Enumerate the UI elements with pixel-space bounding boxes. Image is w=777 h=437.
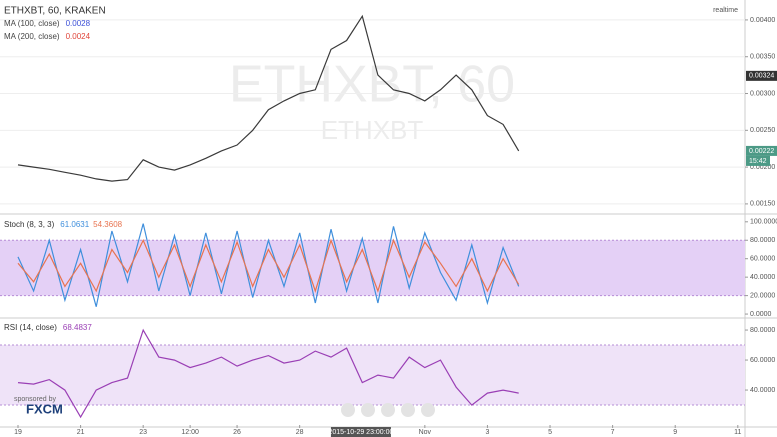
crosshair-box — [330, 427, 391, 437]
y-tick-label: 0.00150 — [750, 201, 775, 208]
y-tick-label: 40.0000 — [750, 387, 775, 394]
sponsor-caption: sponsored by — [14, 396, 57, 403]
reset-button[interactable] — [381, 403, 395, 417]
price-label: 0.00222 — [749, 148, 774, 155]
legend-name: MA (100, close) — [4, 19, 60, 28]
watermark: ETHXBT, 60 — [229, 56, 515, 114]
x-tick-label: 21 — [77, 429, 85, 436]
zoom-out-button[interactable] — [361, 403, 375, 417]
band — [0, 345, 745, 406]
y-tick-label: 0.00400 — [750, 17, 775, 24]
x-tick-label: 12:00 — [181, 429, 199, 436]
legend-value: 54.3608 — [93, 220, 122, 229]
panel-title: ETHXBT, 60, KRAKEN — [4, 6, 106, 17]
series-line — [17, 328, 519, 419]
scroll-left-button[interactable] — [341, 403, 355, 417]
price-label-box — [746, 145, 777, 156]
price-label-box — [746, 70, 777, 81]
legend-value: 68.4837 — [63, 323, 92, 332]
scroll-right-button[interactable] — [421, 403, 435, 417]
legend-value: 0.0024 — [66, 32, 91, 41]
y-tick-label: 60.0000 — [750, 256, 775, 263]
legend-name: MA (200, close) — [4, 32, 60, 41]
panel-title: Stoch (8, 3, 3) — [4, 220, 55, 229]
x-tick-label: 5 — [548, 429, 552, 436]
y-tick-label: 0.00250 — [750, 127, 775, 134]
series-line — [17, 14, 520, 182]
crosshair-label: 2015-10-29 23:00:00 — [328, 429, 393, 436]
x-tick-label: Nov — [419, 429, 432, 436]
x-tick-label: 9 — [673, 429, 677, 436]
x-tick-label: 28 — [296, 429, 304, 436]
x-tick-label: 19 — [14, 429, 22, 436]
y-tick-label: 60.0000 — [750, 357, 775, 364]
y-tick-label: 0.00200 — [750, 164, 775, 171]
y-tick-label: 40.0000 — [750, 274, 775, 281]
status: realtime — [713, 7, 738, 14]
legend-value: 0.0028 — [66, 19, 91, 28]
legend-value: 61.0631 — [60, 220, 89, 229]
y-tick-label: 80.0000 — [750, 237, 775, 244]
x-tick-label: 23 — [139, 429, 147, 436]
y-tick-label: 80.0000 — [750, 327, 775, 334]
y-tick-label: 0.0000 — [750, 311, 772, 318]
zoom-controls — [341, 403, 435, 417]
countdown: 15:42 — [749, 158, 767, 165]
x-tick-label: 3 — [485, 429, 489, 436]
series-line — [17, 223, 520, 307]
sponsor-logo: FXCM — [26, 401, 63, 416]
y-tick-label: 0.00350 — [750, 54, 775, 61]
y-tick-label: 0.00300 — [750, 90, 775, 97]
countdown-box — [746, 155, 770, 166]
x-tick-label: 26 — [233, 429, 241, 436]
x-tick-label: 7 — [611, 429, 615, 436]
panel-title: RSI (14, close) — [4, 323, 57, 332]
y-tick-label: 20.0000 — [750, 292, 775, 299]
x-tick-label: 11 — [734, 429, 741, 436]
price-label: 0.00324 — [749, 73, 774, 80]
series-line — [17, 238, 520, 293]
y-tick-label: 100.0000 — [750, 219, 777, 226]
zoom-in-button[interactable] — [401, 403, 415, 417]
